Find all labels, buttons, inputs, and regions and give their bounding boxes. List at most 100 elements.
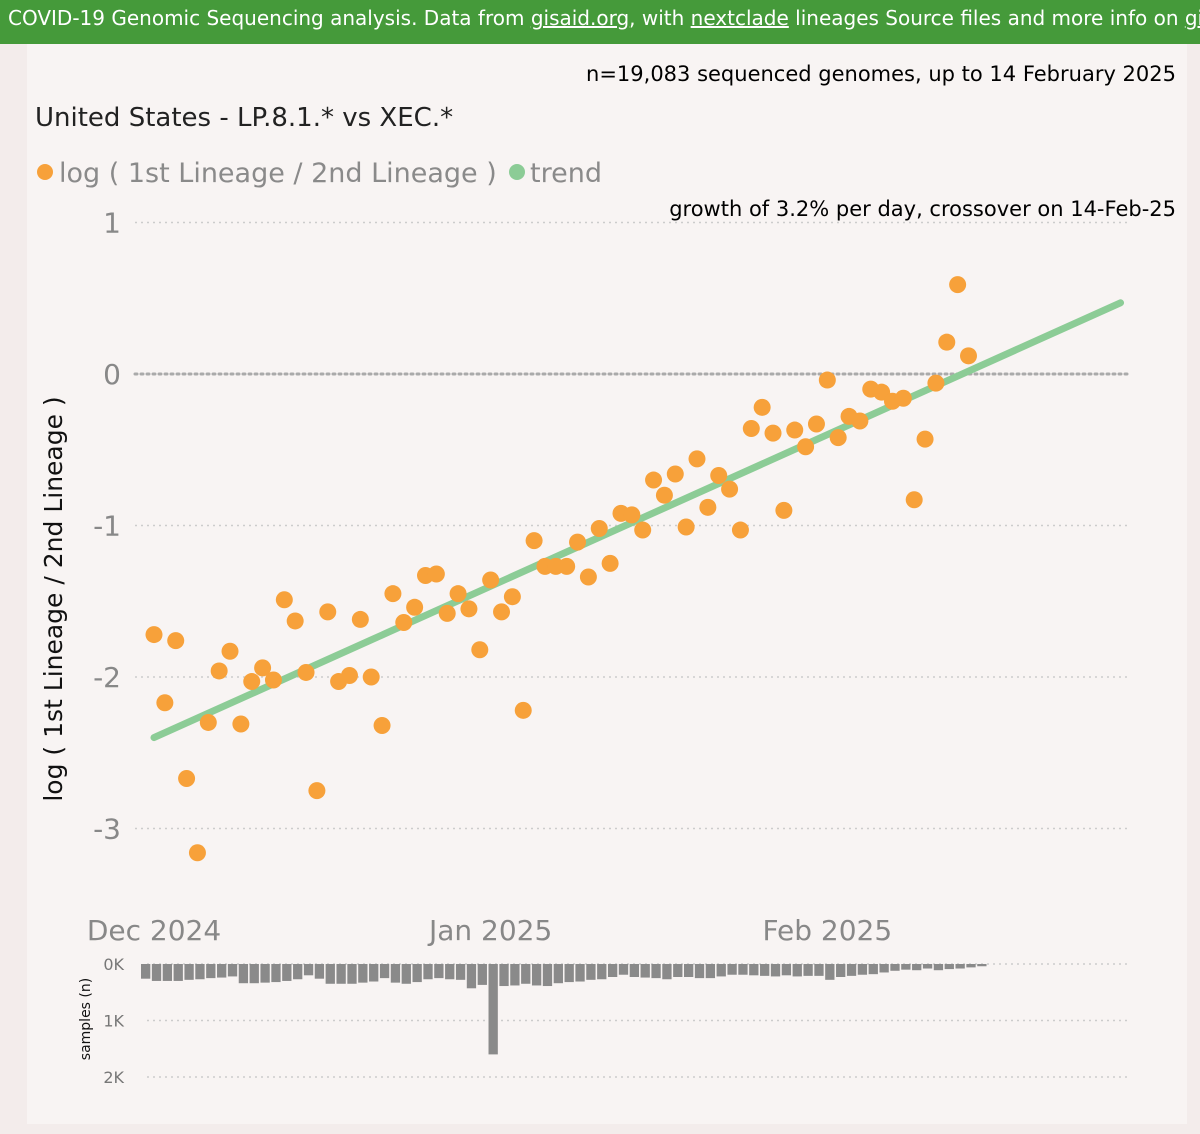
sample-bar bbox=[814, 964, 824, 976]
sample-bar bbox=[694, 964, 705, 979]
y-tick-label: 0 bbox=[103, 358, 121, 391]
data-point bbox=[688, 450, 706, 468]
github-link[interactable]: github bbox=[1184, 6, 1200, 30]
data-point bbox=[210, 662, 228, 680]
y-axis-label: log ( 1st Lineage / 2nd Lineage ) bbox=[39, 396, 68, 801]
data-point bbox=[699, 498, 717, 516]
data-point bbox=[221, 642, 239, 660]
sample-bar bbox=[542, 964, 553, 987]
data-point bbox=[188, 844, 206, 862]
sample-bar bbox=[890, 964, 900, 971]
sample-bar bbox=[879, 964, 889, 973]
chart-canvas: n=19,083 sequenced genomes, up to 14 Feb… bbox=[35, 62, 1176, 1087]
chart-panel: n=19,083 sequenced genomes, up to 14 Feb… bbox=[27, 44, 1187, 1124]
data-point bbox=[482, 571, 500, 589]
sample-bar bbox=[521, 964, 531, 984]
data-point bbox=[254, 659, 272, 677]
sample-bar bbox=[271, 964, 281, 983]
sample-bar bbox=[684, 964, 694, 977]
sample-bar bbox=[575, 964, 585, 982]
sample-bar bbox=[510, 964, 520, 986]
sample-bar bbox=[282, 964, 292, 981]
samples-axis-label: samples (n) bbox=[78, 978, 94, 1060]
data-point bbox=[460, 600, 478, 618]
gisaid-link[interactable]: gisaid.org bbox=[530, 6, 630, 30]
sample-bar bbox=[303, 964, 314, 976]
sample-bar bbox=[781, 964, 792, 976]
x-tick-label: Feb 2025 bbox=[762, 914, 892, 947]
data-point bbox=[558, 557, 576, 575]
data-point bbox=[938, 333, 956, 351]
y-tick-label: -3 bbox=[93, 813, 121, 846]
data-point bbox=[655, 486, 673, 504]
y-tick-label: -1 bbox=[93, 510, 121, 543]
header-text-middle: , with bbox=[629, 6, 691, 30]
sample-bar bbox=[358, 964, 368, 983]
legend-points-label: log ( 1st Lineage / 2nd Lineage ) bbox=[59, 158, 497, 189]
data-point bbox=[634, 521, 652, 539]
sample-bar bbox=[629, 964, 639, 977]
sample-bar bbox=[738, 964, 748, 975]
data-point bbox=[384, 585, 402, 603]
data-point bbox=[167, 632, 185, 650]
sample-bar bbox=[792, 964, 802, 977]
sample-bar bbox=[336, 964, 346, 984]
data-point bbox=[775, 501, 793, 519]
sample-bar bbox=[455, 964, 466, 980]
data-point bbox=[807, 415, 825, 433]
header-text-suffix: lineages Source files and more info on bbox=[788, 6, 1185, 30]
sample-bar bbox=[597, 964, 607, 980]
sample-bar bbox=[249, 964, 259, 984]
sample-bar bbox=[673, 964, 683, 977]
legend-trend-icon bbox=[509, 164, 525, 180]
data-point bbox=[362, 668, 380, 686]
sample-bar bbox=[314, 964, 325, 979]
data-point bbox=[960, 347, 977, 365]
data-point bbox=[514, 701, 532, 719]
chart-title: United States - LP.8.1.* vs XEC.* bbox=[35, 103, 453, 133]
data-point bbox=[601, 554, 619, 572]
data-point bbox=[894, 389, 912, 407]
sample-bar bbox=[662, 964, 672, 980]
data-point bbox=[232, 715, 250, 733]
data-point bbox=[916, 430, 934, 448]
legend-points-icon bbox=[37, 164, 53, 180]
sample-bar bbox=[401, 964, 411, 984]
sample-bar bbox=[586, 964, 596, 980]
data-point bbox=[797, 438, 815, 456]
sample-bar bbox=[390, 964, 401, 983]
data-point bbox=[286, 612, 304, 630]
sample-bar bbox=[716, 964, 726, 977]
data-point bbox=[645, 471, 663, 489]
sample-bar bbox=[944, 964, 954, 970]
sample-bar bbox=[803, 964, 813, 976]
sample-bar bbox=[423, 964, 433, 980]
data-point bbox=[786, 421, 804, 439]
data-point bbox=[949, 276, 967, 294]
data-point bbox=[590, 520, 608, 538]
sample-bar bbox=[770, 964, 781, 977]
data-point bbox=[753, 398, 771, 416]
sample-bar bbox=[651, 964, 661, 979]
sample-bar bbox=[922, 964, 933, 969]
sample-bar bbox=[618, 964, 629, 975]
legend-trend-label: trend bbox=[530, 158, 602, 189]
chart-subtitle: n=19,083 sequenced genomes, up to 14 Feb… bbox=[586, 62, 1176, 86]
sample-bar bbox=[151, 964, 162, 981]
sample-bar bbox=[412, 964, 422, 983]
sample-bar bbox=[868, 964, 878, 975]
sample-bar bbox=[825, 964, 835, 980]
data-point bbox=[579, 568, 597, 586]
data-point bbox=[351, 610, 369, 628]
sample-bar bbox=[466, 964, 477, 989]
sample-bar bbox=[640, 964, 650, 978]
data-point bbox=[666, 465, 684, 483]
nextclade-link[interactable]: nextclade bbox=[690, 6, 789, 30]
sample-bar bbox=[184, 964, 194, 980]
data-point bbox=[178, 770, 196, 788]
data-point bbox=[503, 588, 521, 606]
data-point bbox=[308, 782, 326, 800]
sample-bar bbox=[531, 964, 542, 986]
sample-bar bbox=[836, 964, 846, 977]
grid-lines: 1 0 -1 -2 -3 Dec 2024 Jan 2025 Feb 2025 0K 1K 2K bbox=[87, 207, 1129, 1087]
